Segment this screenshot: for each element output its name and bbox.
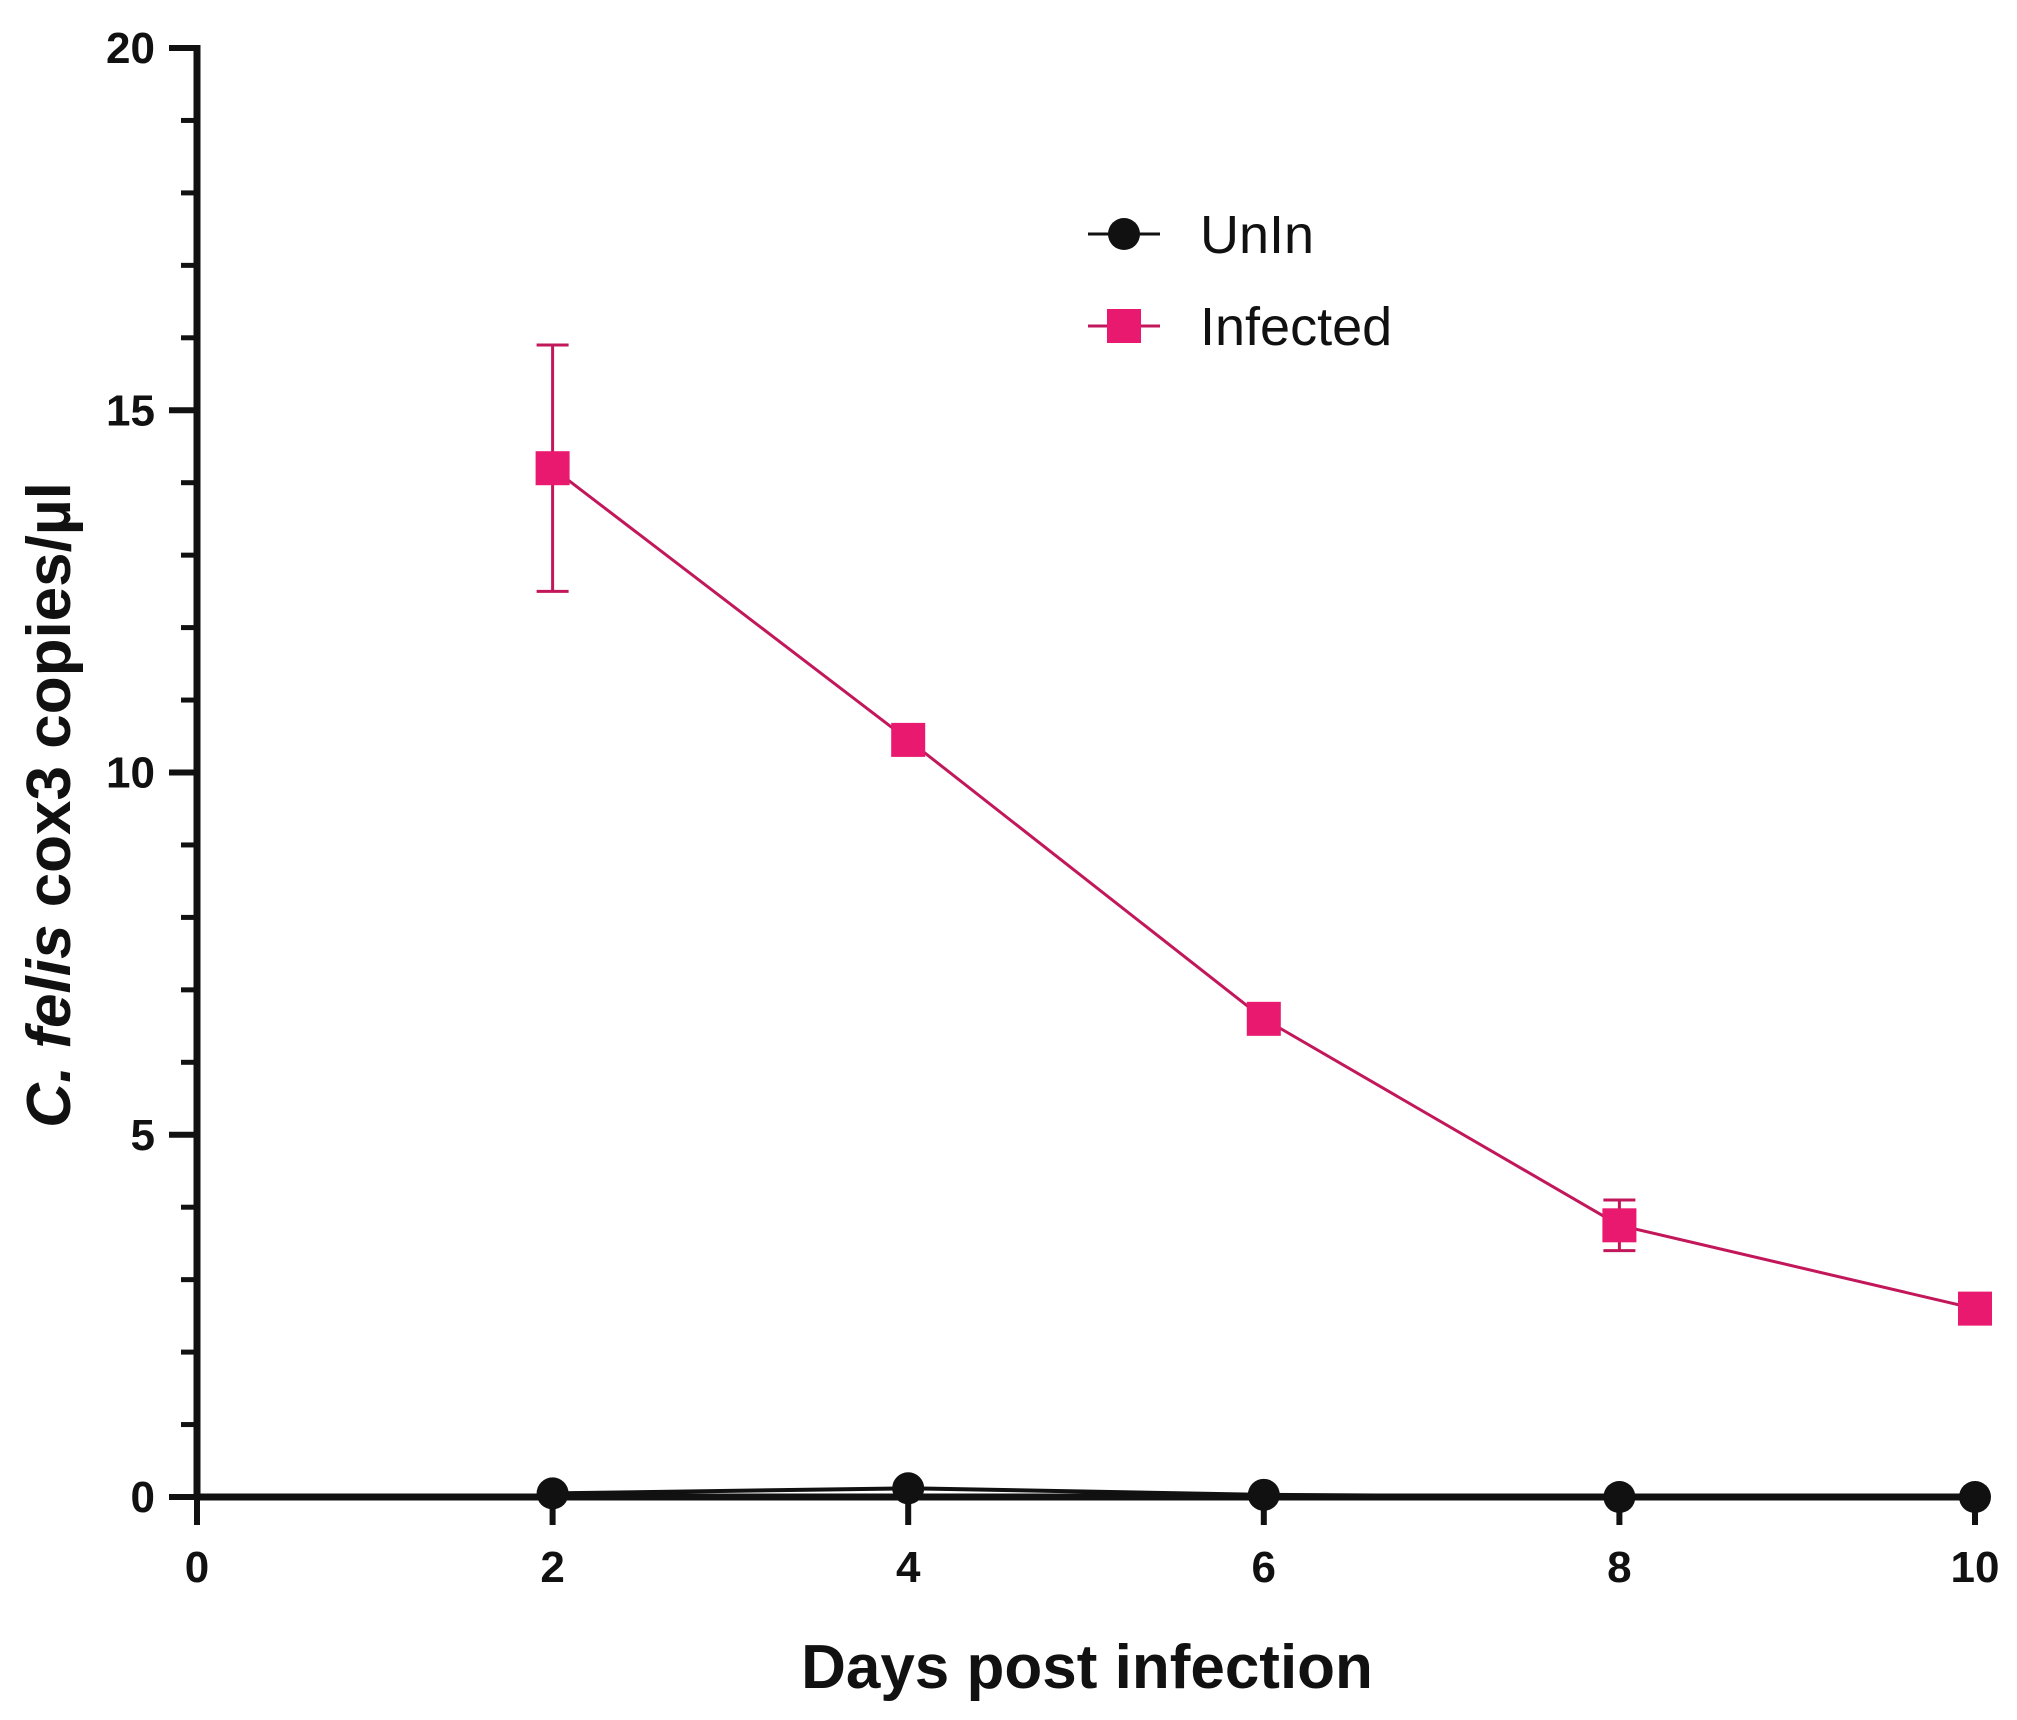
y-tick-label: 15 bbox=[106, 386, 155, 435]
y-tick-label: 0 bbox=[131, 1473, 155, 1522]
legend-marker bbox=[1107, 309, 1141, 343]
y-axis-title-rest: cox3 copies/µl bbox=[15, 482, 84, 924]
data-point bbox=[1603, 1481, 1636, 1513]
x-tick-label: 8 bbox=[1607, 1543, 1631, 1592]
x-tick-label: 2 bbox=[540, 1543, 564, 1592]
data-point bbox=[1959, 1481, 1991, 1513]
legend-label: UnIn bbox=[1200, 205, 1314, 265]
series-infected bbox=[535, 343, 1992, 1326]
data-point bbox=[891, 722, 926, 757]
data-point bbox=[535, 451, 570, 486]
y-axis-title-italic: C. felis bbox=[15, 925, 84, 1128]
series-layer bbox=[535, 343, 1992, 1513]
series-unin bbox=[536, 1472, 1991, 1513]
x-tick-label: 0 bbox=[185, 1543, 209, 1592]
x-axis-title: Days post infection bbox=[801, 1633, 1373, 1702]
x-tick-label: 6 bbox=[1252, 1543, 1276, 1592]
data-point bbox=[1246, 1001, 1281, 1036]
x-axis: 0 2 4 6 8 10 bbox=[185, 1493, 2000, 1592]
x-tick-label: 4 bbox=[896, 1543, 921, 1592]
y-axis-title: C. felis cox3 copies/µl bbox=[15, 482, 84, 1128]
legend: UnIn Infected bbox=[1088, 205, 1392, 357]
y-tick-label: 5 bbox=[131, 1111, 155, 1160]
y-tick-label: 20 bbox=[106, 24, 155, 73]
data-point bbox=[892, 1472, 925, 1505]
legend-marker bbox=[1108, 218, 1140, 250]
x-tick-label: 10 bbox=[1951, 1543, 2000, 1592]
data-point bbox=[1247, 1478, 1280, 1511]
series-line bbox=[551, 467, 1976, 1311]
y-axis: 0 5 10 15 20 bbox=[106, 24, 201, 1522]
data-point bbox=[536, 1477, 569, 1510]
legend-label: Infected bbox=[1200, 297, 1392, 357]
legend-item-unin: UnIn bbox=[1088, 205, 1314, 265]
y-tick-label: 10 bbox=[106, 749, 155, 798]
data-point bbox=[1958, 1291, 1992, 1326]
legend-item-infected: Infected bbox=[1088, 297, 1392, 357]
data-point bbox=[1602, 1208, 1637, 1243]
